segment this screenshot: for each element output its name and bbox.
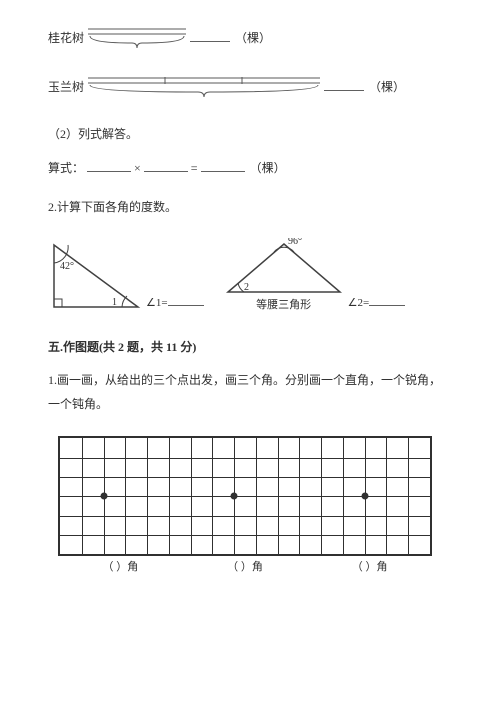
magnolia-row: 玉兰树 （棵） (48, 77, 452, 104)
triangle2-wrap: 96° 2 等腰三角形 (222, 238, 346, 313)
grid-labels-row: （ ）角 （ ）角 （ ）角 (58, 560, 432, 575)
grid-label-mid: （ ）角 (183, 560, 308, 575)
formula-eq: = (191, 161, 198, 175)
section5-heading: 五.作图题(共 2 题，共 11 分) (48, 339, 452, 356)
svg-text:42°: 42° (60, 261, 74, 272)
magnolia-bracket (88, 77, 320, 104)
osmanthus-blank[interactable] (190, 30, 230, 42)
angle1-prefix: ∠1= (146, 297, 168, 309)
formula-blank-a[interactable] (87, 160, 131, 172)
magnolia-blank-group: （棵） (324, 77, 405, 96)
angle1-label: ∠1= (146, 294, 204, 313)
drawing-grid[interactable] (58, 436, 432, 556)
magnolia-label: 玉兰树 (48, 77, 84, 96)
triangle2-group: 96° 2 等腰三角形 ∠2= (222, 238, 406, 313)
triangle2-caption: 等腰三角形 (222, 298, 346, 313)
angle2-blank[interactable] (369, 294, 405, 306)
formula-times: × (134, 161, 141, 175)
section5-q1: 1.画一画，从给出的三个点出发，画三个角。分别画一个直角，一个锐角，一个钝角。 (48, 368, 452, 416)
formula-line: 算式： × = （棵） (48, 160, 452, 177)
grid-dot (100, 493, 107, 500)
osmanthus-label: 桂花树 (48, 28, 84, 47)
formula-blank-b[interactable] (144, 160, 188, 172)
formula-unit: （棵） (250, 161, 286, 175)
svg-text:96°: 96° (288, 238, 302, 247)
angle2-prefix: ∠2= (348, 297, 370, 309)
triangle2-svg: 96° 2 (222, 238, 346, 298)
formula-blank-c[interactable] (201, 160, 245, 172)
grid-label-left: （ ）角 (58, 560, 183, 575)
sub2-label: （2）列式解答。 (48, 126, 452, 143)
osmanthus-row: 桂花树 （棵） (48, 28, 452, 55)
angle2-label: ∠2= (348, 294, 406, 313)
grid-dot (361, 493, 368, 500)
triangle1-group: 42° 1 ∠1= (48, 239, 204, 313)
triangle1-svg: 42° 1 (48, 239, 144, 313)
triangles-row: 42° 1 ∠1= 96° 2 等腰三角形 ∠2= (48, 238, 452, 313)
osmanthus-blank-group: （棵） (190, 28, 271, 47)
osmanthus-unit: （棵） (235, 31, 271, 45)
grid-dot (231, 493, 238, 500)
osmanthus-bracket (88, 28, 186, 55)
formula-prefix: 算式： (48, 161, 84, 175)
svg-text:1: 1 (112, 297, 117, 308)
q2-label: 2.计算下面各角的度数。 (48, 199, 452, 216)
magnolia-blank[interactable] (324, 79, 364, 91)
angle1-blank[interactable] (168, 294, 204, 306)
grid-label-right: （ ）角 (307, 560, 432, 575)
svg-text:2: 2 (244, 282, 249, 293)
magnolia-unit: （棵） (369, 80, 405, 94)
